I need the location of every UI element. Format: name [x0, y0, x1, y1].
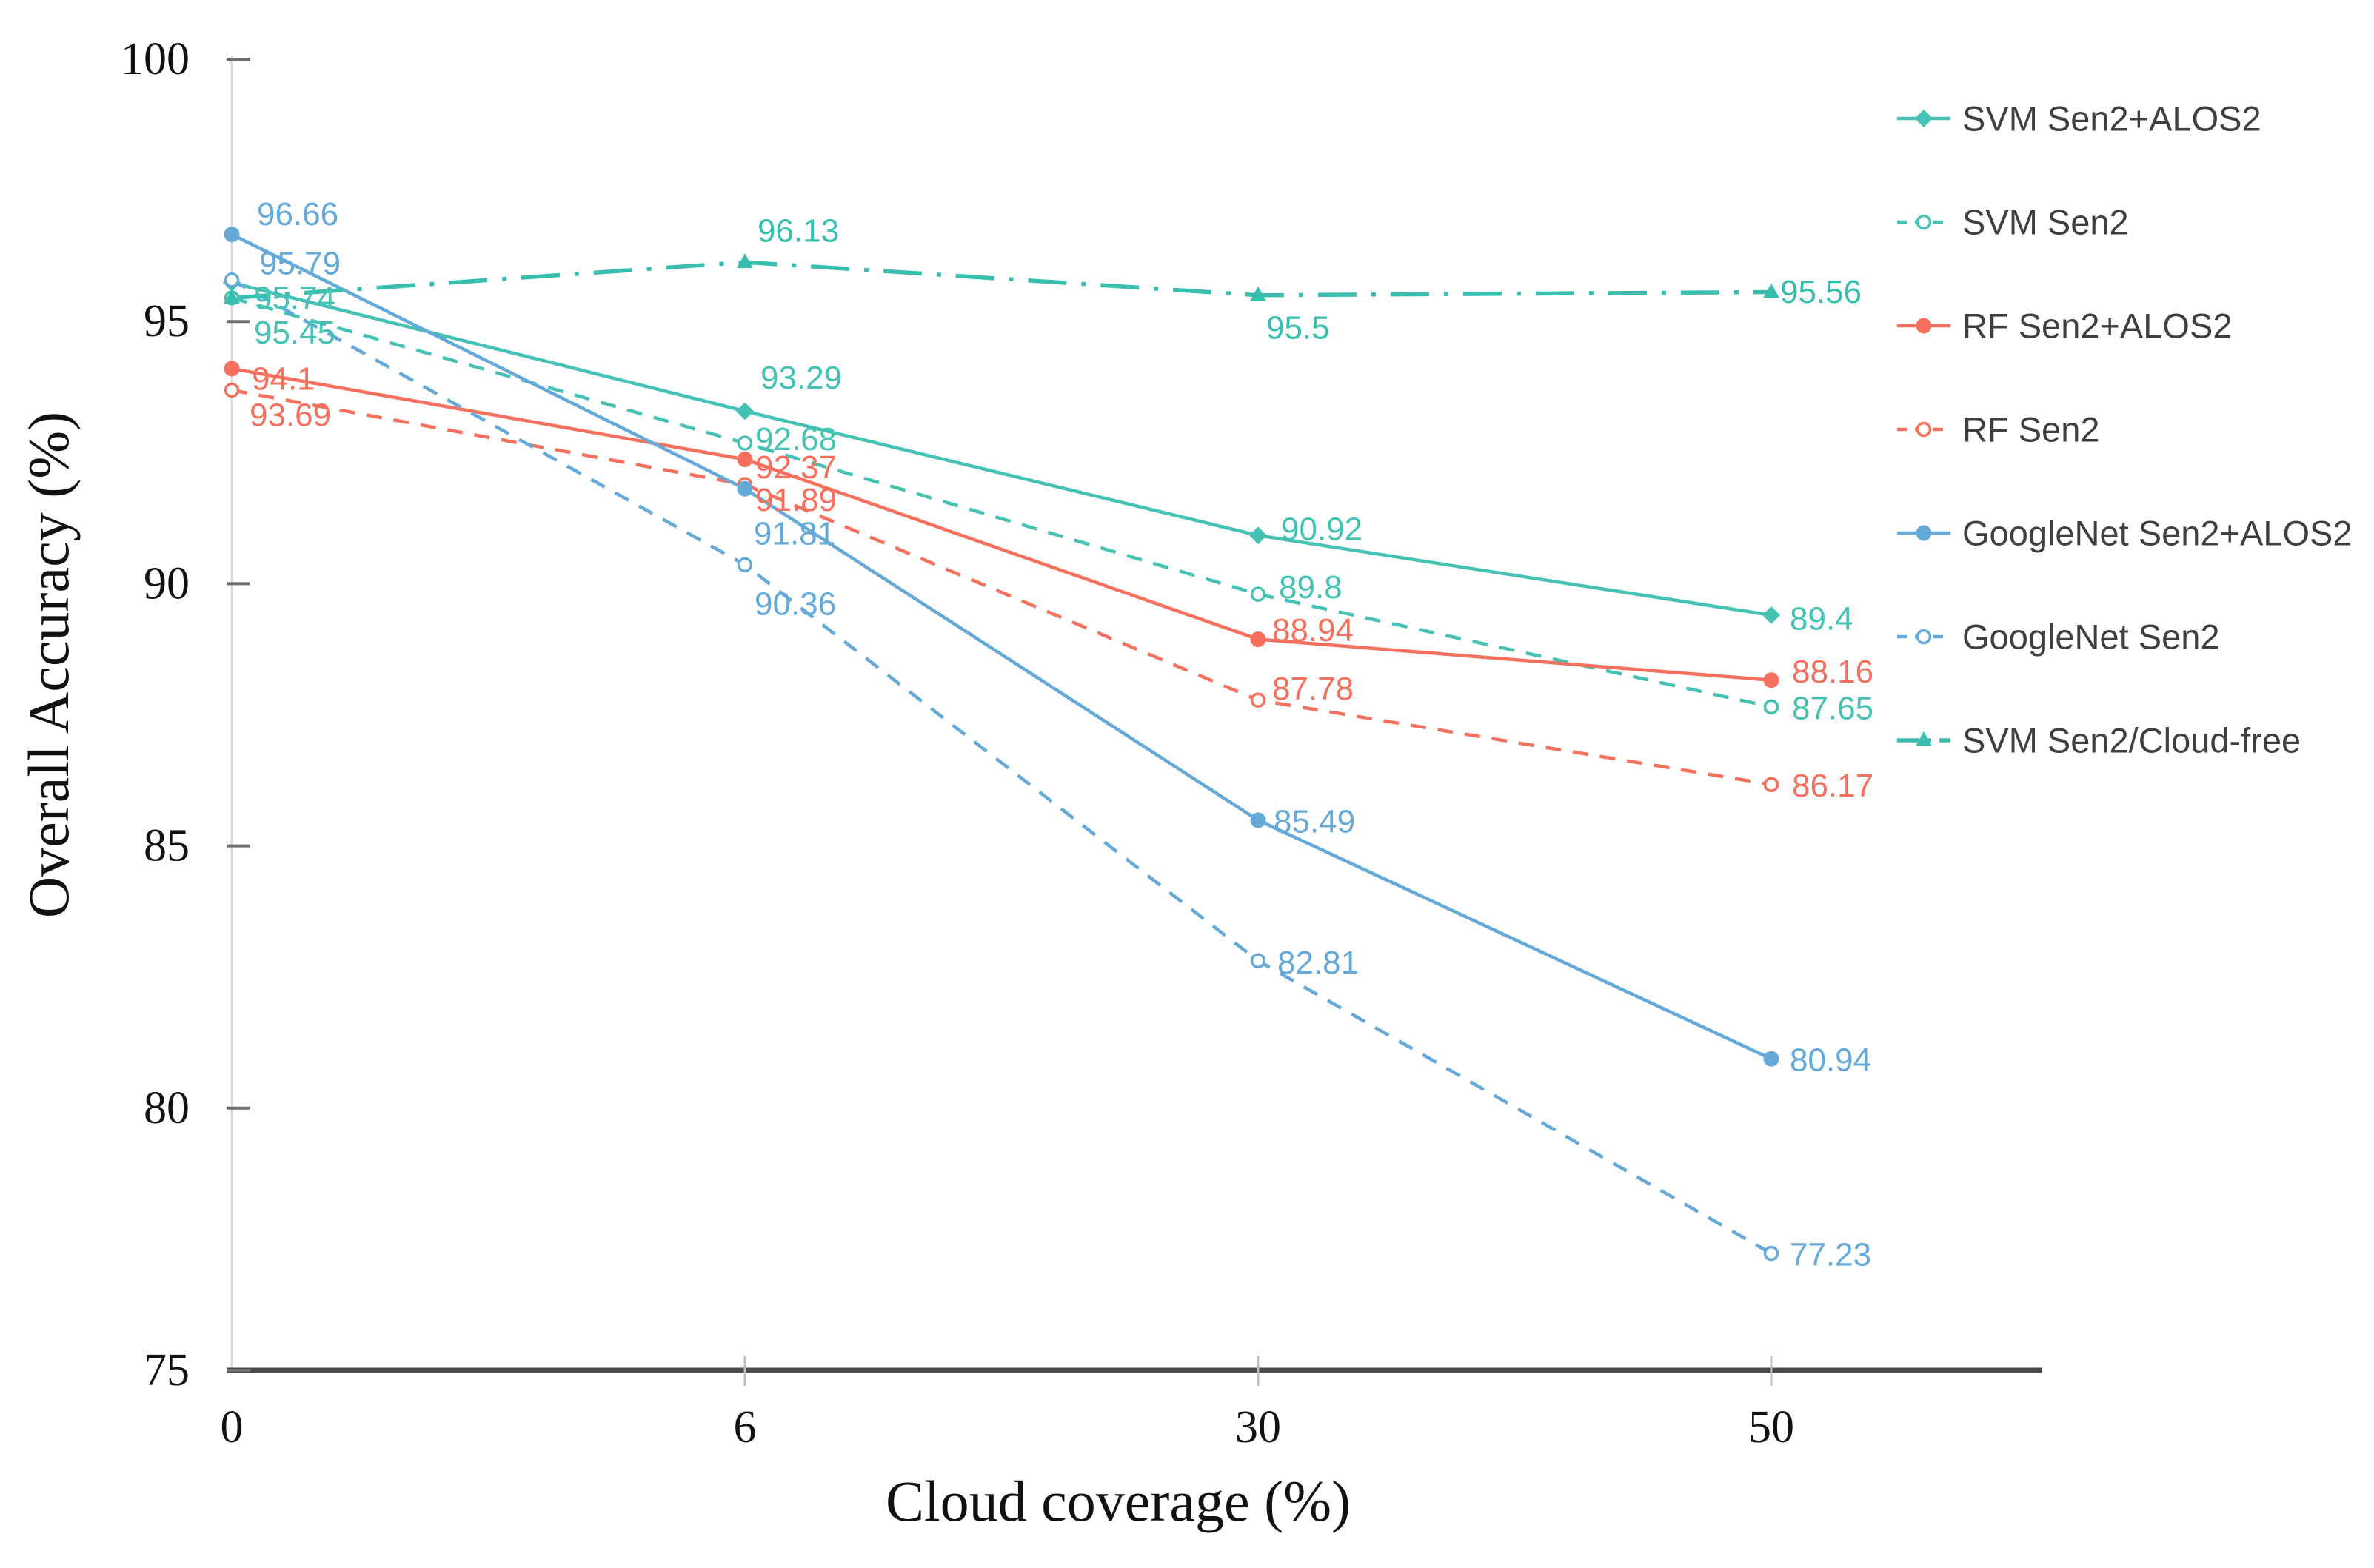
data-point-label: 95.79: [259, 246, 341, 282]
data-point-marker: [736, 402, 754, 421]
data-point-marker: [224, 272, 240, 288]
data-point-label: 95.74: [254, 280, 335, 316]
data-point-label: 90.36: [755, 586, 836, 622]
series-line-5: [231, 232, 1772, 1061]
data-point-label: 93.69: [250, 398, 331, 434]
data-point-marker: [1250, 692, 1266, 708]
data-point-label: 95.56: [1780, 274, 1862, 310]
legend-sample-marker: [1916, 629, 1932, 645]
series-line-3: [231, 366, 1772, 682]
y-tick-label: 95: [144, 296, 190, 346]
x-tick-label: 50: [1748, 1402, 1794, 1453]
data-point-marker: [1763, 699, 1779, 715]
data-point-marker: [224, 361, 240, 377]
data-point-marker: [737, 452, 753, 468]
data-point-label: 89.4: [1790, 600, 1853, 637]
data-point-label: 87.65: [1792, 690, 1873, 726]
data-point-label: 88.94: [1272, 612, 1354, 649]
data-point-label: 93.29: [760, 360, 842, 396]
data-point-label: 88.16: [1792, 654, 1873, 690]
data-point-marker: [1250, 812, 1266, 828]
series-line-4: [231, 388, 1772, 786]
data-point-marker: [1250, 286, 1266, 301]
data-point-marker: [737, 480, 753, 497]
data-point-marker: [224, 227, 240, 243]
data-point-marker: [1762, 606, 1780, 624]
data-point-label: 92.68: [755, 421, 837, 458]
data-point-label: 96.13: [758, 213, 839, 249]
data-point-label: 95.5: [1266, 309, 1330, 346]
data-point-label: 80.94: [1790, 1042, 1871, 1079]
x-tick-label: 30: [1235, 1402, 1281, 1453]
data-point-label: 85.49: [1274, 803, 1355, 840]
data-point-marker: [1763, 1051, 1779, 1067]
data-point-marker: [1763, 777, 1779, 792]
data-point-marker: [1250, 631, 1266, 647]
legend-item-label: SVM Sen2/Cloud-free: [1962, 721, 2301, 760]
data-point-label: 94.1: [252, 361, 315, 397]
data-point-marker: [1250, 953, 1266, 968]
data-point-marker: [1249, 526, 1267, 545]
legend-sample-marker: [1916, 214, 1932, 230]
legend-item-label: GoogleNet Sen2+ALOS2: [1962, 514, 2353, 553]
data-point-label: 77.23: [1790, 1237, 1871, 1273]
legend-item-label: RF Sen2: [1962, 410, 2099, 449]
data-point-label: 96.66: [257, 196, 338, 232]
data-point-marker: [737, 557, 753, 573]
data-point-marker: [224, 289, 240, 304]
legend-sample-marker: [1915, 110, 1933, 127]
legend-item-label: SVM Sen2: [1962, 203, 2129, 242]
y-tick-label: 80: [144, 1083, 190, 1133]
legend-item-label: GoogleNet Sen2: [1962, 617, 2220, 657]
legend-sample-marker: [1916, 525, 1932, 541]
data-point-label: 92.37: [755, 449, 837, 486]
data-point-marker: [1250, 586, 1266, 602]
legend-sample-marker: [1916, 731, 1932, 746]
data-point-label: 82.81: [1277, 945, 1359, 981]
data-point-label: 87.78: [1272, 671, 1354, 707]
data-point-label: 91.81: [754, 516, 835, 552]
legend-item-label: SVM Sen2+ALOS2: [1962, 99, 2261, 138]
data-point-label: 95.45: [254, 315, 335, 351]
data-point-label: 86.17: [1792, 768, 1873, 804]
data-point-marker: [1763, 283, 1779, 298]
data-point-label: 91.89: [755, 482, 837, 518]
x-axis-title: Cloud coverage (%): [885, 1469, 1351, 1533]
x-tick-label: 0: [221, 1402, 244, 1453]
y-tick-label: 100: [121, 34, 190, 84]
data-point-marker: [1763, 672, 1779, 688]
y-tick-label: 75: [144, 1345, 190, 1396]
series-line-1: [231, 281, 1772, 617]
data-point-label: 89.8: [1279, 569, 1343, 606]
data-point-marker: [737, 253, 753, 269]
x-tick-label: 6: [734, 1402, 757, 1453]
legend-item-label: RF Sen2+ALOS2: [1962, 306, 2232, 346]
series-line-6: [230, 278, 1773, 1255]
data-point-label: 90.92: [1281, 512, 1362, 548]
y-tick-label: 85: [144, 821, 190, 871]
series-line-2: [231, 296, 1772, 709]
legend-sample-marker: [1916, 421, 1932, 438]
series-line-7: [231, 260, 1772, 301]
y-tick-label: 90: [144, 558, 190, 609]
y-axis-title: Overall Accuracy (%): [16, 411, 81, 919]
data-point-marker: [737, 435, 753, 451]
data-point-marker: [1763, 1245, 1779, 1262]
data-point-marker: [224, 382, 240, 398]
legend-sample-marker: [1916, 318, 1932, 334]
